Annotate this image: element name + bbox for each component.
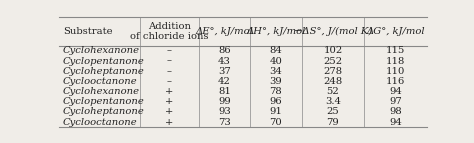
Text: 81: 81 bbox=[218, 87, 231, 96]
Text: –: – bbox=[167, 57, 172, 66]
Text: 115: 115 bbox=[386, 46, 405, 55]
Text: 99: 99 bbox=[218, 97, 231, 106]
Text: 37: 37 bbox=[218, 67, 231, 76]
Text: 78: 78 bbox=[270, 87, 283, 96]
Text: 86: 86 bbox=[218, 46, 231, 55]
Text: –: – bbox=[167, 77, 172, 86]
Text: 84: 84 bbox=[270, 46, 283, 55]
Text: 79: 79 bbox=[327, 118, 339, 127]
Text: 98: 98 bbox=[389, 108, 402, 117]
Text: ΔG°, kJ/mol: ΔG°, kJ/mol bbox=[366, 27, 425, 36]
Text: ΔH°, kJ/mol: ΔH°, kJ/mol bbox=[246, 27, 306, 36]
Text: −ΔS°, J/(mol K): −ΔS°, J/(mol K) bbox=[294, 27, 372, 36]
Text: 42: 42 bbox=[218, 77, 231, 86]
Text: 39: 39 bbox=[270, 77, 283, 86]
Text: Substrate: Substrate bbox=[63, 27, 112, 36]
Text: 25: 25 bbox=[327, 108, 339, 117]
Text: Cycloheptanone: Cycloheptanone bbox=[63, 67, 145, 76]
Text: 278: 278 bbox=[323, 67, 343, 76]
Text: 116: 116 bbox=[386, 77, 405, 86]
Text: +: + bbox=[165, 118, 173, 127]
Text: 91: 91 bbox=[270, 108, 283, 117]
Text: 102: 102 bbox=[323, 46, 343, 55]
Text: –: – bbox=[167, 67, 172, 76]
Text: +: + bbox=[165, 87, 173, 96]
Text: –: – bbox=[167, 46, 172, 55]
Text: 94: 94 bbox=[389, 118, 402, 127]
Text: 3.4: 3.4 bbox=[325, 97, 341, 106]
Text: Cycloheptanone: Cycloheptanone bbox=[63, 108, 145, 117]
Text: Cyclohexanone: Cyclohexanone bbox=[63, 46, 140, 55]
Text: 73: 73 bbox=[218, 118, 231, 127]
Text: Cyclopentanone: Cyclopentanone bbox=[63, 97, 145, 106]
Text: 96: 96 bbox=[270, 97, 283, 106]
Text: Cyclopentanone: Cyclopentanone bbox=[63, 57, 145, 66]
Text: Cyclooctanone: Cyclooctanone bbox=[63, 118, 137, 127]
Text: Addition
of chloride ions: Addition of chloride ions bbox=[130, 22, 209, 41]
Text: +: + bbox=[165, 97, 173, 106]
Text: 40: 40 bbox=[270, 57, 283, 66]
Text: +: + bbox=[165, 108, 173, 117]
Text: ΔE°, kJ/mol: ΔE°, kJ/mol bbox=[196, 27, 254, 36]
Text: 97: 97 bbox=[389, 97, 402, 106]
Text: Cyclooctanone: Cyclooctanone bbox=[63, 77, 137, 86]
Text: 93: 93 bbox=[218, 108, 231, 117]
Text: 118: 118 bbox=[386, 57, 405, 66]
Text: 94: 94 bbox=[389, 87, 402, 96]
Text: 248: 248 bbox=[323, 77, 343, 86]
Text: 70: 70 bbox=[270, 118, 283, 127]
Text: 52: 52 bbox=[327, 87, 339, 96]
Text: 34: 34 bbox=[270, 67, 283, 76]
Text: 110: 110 bbox=[386, 67, 405, 76]
Text: 252: 252 bbox=[323, 57, 343, 66]
Text: 43: 43 bbox=[218, 57, 231, 66]
Text: Cyclohexanone: Cyclohexanone bbox=[63, 87, 140, 96]
